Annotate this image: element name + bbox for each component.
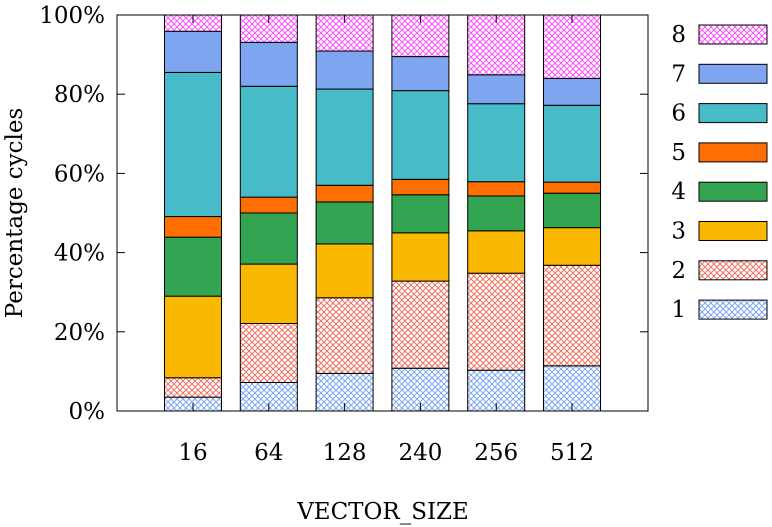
legend-swatch-1 [698, 299, 768, 320]
y-axis-label: Percentage cycles [2, 108, 28, 318]
bar-segment-16-series-5 [164, 216, 222, 238]
legend-label-2: 2 [671, 258, 686, 284]
bar-segment-256-series-7 [467, 74, 526, 105]
legend-swatch-7 [698, 63, 768, 84]
legend-label-3: 3 [671, 219, 686, 245]
bar-segment-240-series-2 [391, 280, 450, 369]
bar-segment-128-series-4 [315, 201, 374, 245]
legend-label-8: 8 [671, 22, 686, 48]
bar-segment-128-series-6 [315, 88, 374, 186]
bar-segment-256-series-5 [467, 181, 526, 197]
bar-segment-16-series-7 [164, 30, 222, 73]
legend-label-6: 6 [671, 101, 686, 127]
bar-segment-512-series-2 [543, 264, 601, 367]
bar-segment-256-series-3 [467, 230, 526, 274]
legend-label-4: 4 [671, 179, 686, 205]
bar-segments [164, 14, 601, 412]
plot-frame [116, 14, 649, 412]
legend-label-7: 7 [671, 61, 686, 87]
y-tick-label: 100% [39, 3, 105, 29]
bar-segment-64-series-6 [239, 85, 298, 198]
legend: 8 7 6 5 4 3 2 1 [671, 22, 768, 323]
legend-label-1: 1 [671, 297, 686, 323]
bar-segment-256-series-6 [467, 103, 526, 183]
x-tick-label: 256 [474, 440, 518, 466]
bar-segment-256-series-4 [467, 195, 526, 232]
bar-segment-64-series-2 [239, 322, 298, 383]
bar-segment-16-series-3 [164, 295, 222, 379]
bar-segment-240-series-4 [391, 194, 450, 234]
legend-swatch-5 [698, 142, 768, 163]
legend-label-5: 5 [671, 140, 686, 166]
bar-segment-64-series-3 [239, 263, 298, 324]
bar-segment-240-series-6 [391, 90, 450, 180]
y-tick-label: 80% [54, 82, 105, 108]
bar-segment-512-series-7 [543, 77, 601, 106]
x-axis-ticks: 16 64 128 240 256 512 [178, 15, 594, 466]
bar-segment-240-series-7 [391, 56, 450, 92]
bar-segment-128-series-3 [315, 243, 374, 299]
x-axis-label: VECTOR_SIZE [296, 499, 469, 525]
bar-segment-128-series-2 [315, 297, 374, 374]
bar-segment-128-series-5 [315, 184, 374, 203]
bar-segment-512-series-6 [543, 104, 601, 183]
bar-segment-16-series-6 [164, 71, 222, 218]
x-tick-label: 240 [398, 440, 442, 466]
x-tick-label: 128 [323, 440, 367, 466]
bar-segment-128-series-7 [315, 50, 374, 90]
x-tick-label: 512 [550, 440, 594, 466]
legend-swatch-3 [698, 221, 768, 241]
y-tick-label: 60% [54, 161, 105, 187]
y-tick-label: 20% [54, 320, 105, 346]
legend-swatch-6 [698, 103, 768, 124]
bar-segment-64-series-7 [239, 41, 298, 87]
bar-segment-512-series-8 [543, 14, 601, 79]
bar-segment-512-series-5 [543, 181, 601, 194]
bar-segment-64-series-5 [239, 196, 298, 214]
y-tick-label: 0% [69, 399, 106, 425]
bar-segment-16-series-2 [164, 377, 222, 398]
bar-segment-512-series-3 [543, 227, 601, 266]
bar-segment-512-series-4 [543, 192, 601, 229]
bar-segment-240-series-5 [391, 178, 450, 196]
bar-segment-240-series-3 [391, 232, 450, 282]
x-tick-label: 16 [178, 440, 207, 466]
bar-segment-16-series-4 [164, 236, 222, 297]
x-tick-label: 64 [254, 440, 283, 466]
y-tick-label: 40% [54, 241, 105, 267]
legend-swatch-8 [698, 24, 768, 45]
bar-segment-128-series-1 [315, 372, 374, 412]
legend-swatch-4 [698, 181, 768, 202]
bar-segment-256-series-8 [467, 14, 526, 76]
bar-segment-64-series-4 [239, 212, 298, 265]
bar-segment-256-series-2 [467, 272, 526, 371]
y-axis-ticks: 0% 20% 40% 60% 80% 100% [39, 3, 648, 425]
legend-swatch-2 [698, 260, 768, 281]
